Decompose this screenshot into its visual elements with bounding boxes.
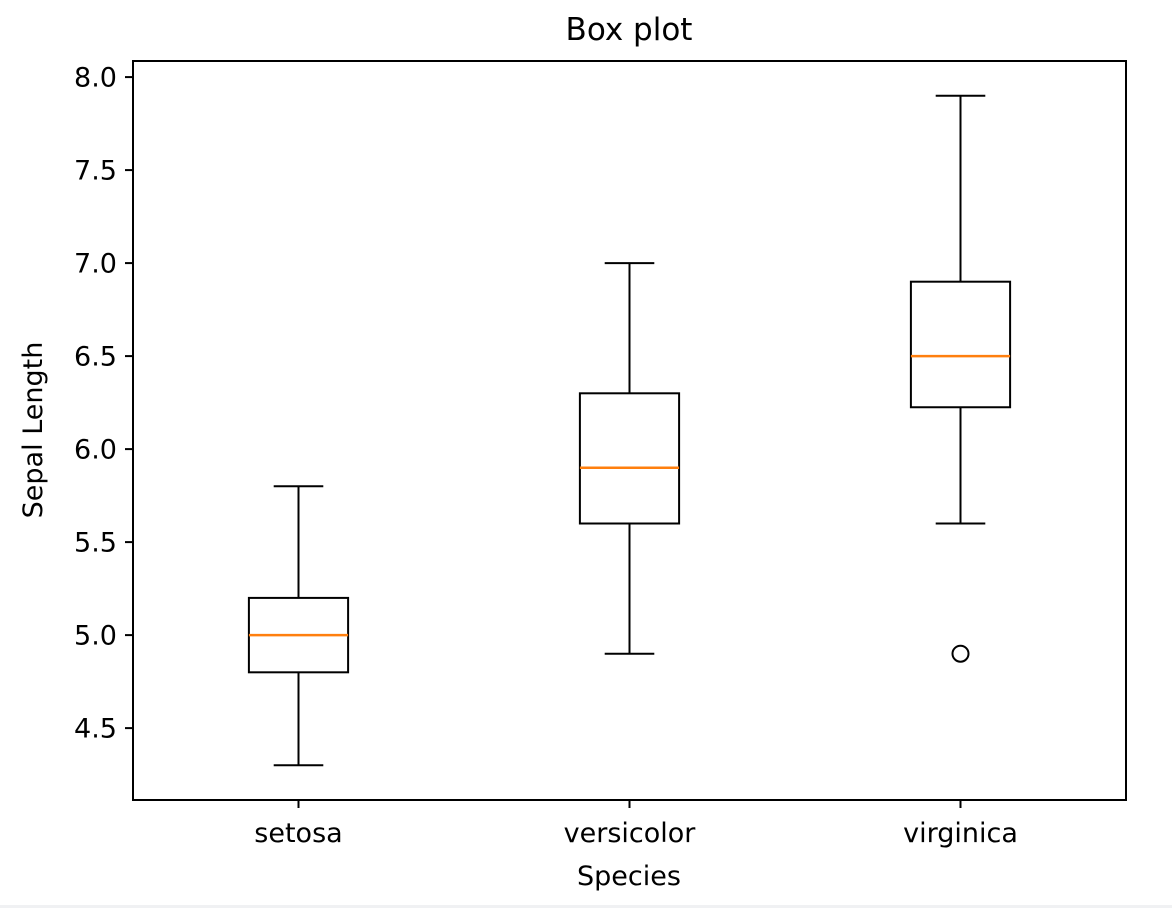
y-tick-label-7.5: 7.5 [74, 156, 117, 187]
x-tick-label-setosa: setosa [254, 818, 342, 849]
box-virginica [909, 280, 1012, 409]
y-tick-label-8.0: 8.0 [74, 63, 117, 94]
chart-title: Box plot [566, 12, 693, 48]
plot-area: 4.5 5.0 5.5 6.0 6.5 7.0 7.5 8.0 setosa versicolor… [74, 60, 1127, 849]
x-tick-label-versicolor: versicolor [564, 818, 697, 849]
y-tick-label-6.5: 6.5 [74, 342, 117, 373]
window-bottom-edge [0, 905, 1172, 908]
x-tick-label-virginica: virginica [903, 818, 1018, 849]
y-tick-label-4.5: 4.5 [74, 714, 117, 745]
y-tick-label-5.0: 5.0 [74, 621, 117, 652]
y-tick-label-6.0: 6.0 [74, 435, 117, 466]
y-axis-label: Sepal Length [18, 342, 49, 519]
y-tick-label-7.0: 7.0 [74, 249, 117, 280]
y-tick-label-5.5: 5.5 [74, 528, 117, 559]
x-axis-label: Species [577, 861, 681, 892]
outlier-virginica-0 [951, 644, 970, 663]
box-versicolor [578, 392, 681, 525]
